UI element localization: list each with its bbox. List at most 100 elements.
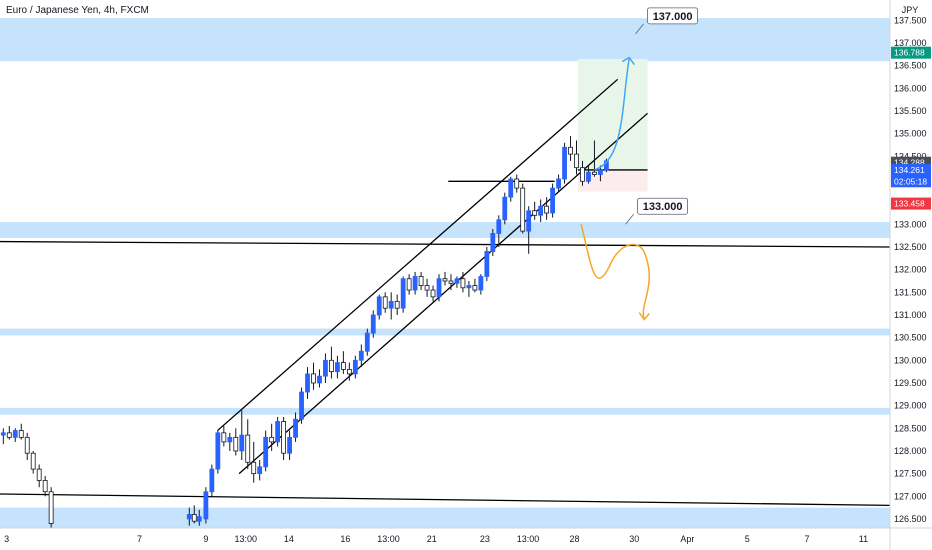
- y-tick-label: 126.500: [894, 514, 927, 524]
- trendline: [0, 493, 891, 506]
- callout-label: 133.000: [643, 201, 683, 213]
- candle: [317, 369, 322, 388]
- candle: [233, 428, 239, 456]
- candle-body: [340, 362, 346, 370]
- candle: [538, 199, 544, 223]
- candle-body: [562, 146, 567, 180]
- x-tick-label: 16: [340, 534, 350, 544]
- candle-body: [311, 373, 316, 384]
- candle: [562, 142, 567, 184]
- candle: [598, 165, 603, 182]
- candle-body: [293, 418, 298, 438]
- candle-body: [544, 205, 550, 214]
- x-tick-label: 7: [804, 534, 809, 544]
- candle-body: [598, 169, 603, 175]
- y-tick-label: 136.000: [894, 83, 927, 93]
- y-tick-label: 128.500: [894, 423, 927, 433]
- candle: [24, 432, 30, 461]
- sr-zone: [0, 222, 890, 238]
- candle-body: [550, 187, 555, 214]
- x-tick-label: 28: [570, 534, 580, 544]
- time-axis[interactable]: 3 7 9 13:00 14 16 13:00 21 23 13:00 28 30 Apr 5 7 11: [4, 534, 868, 544]
- candle: [12, 428, 18, 442]
- arrows-layer: [580, 56, 650, 321]
- x-tick-label: 13:00: [517, 534, 540, 544]
- candle-body: [526, 210, 532, 232]
- candle: [424, 278, 430, 297]
- candle: [592, 140, 597, 177]
- candle-body: [215, 432, 221, 470]
- candle: [323, 353, 328, 383]
- candle-body: [251, 461, 257, 475]
- candle-body: [514, 178, 520, 189]
- x-tick-label: 30: [629, 534, 639, 544]
- candle-body: [502, 196, 508, 221]
- candle: [550, 183, 555, 218]
- candle-body: [400, 278, 406, 309]
- candle-body: [281, 421, 287, 454]
- candle-body: [364, 332, 370, 352]
- candle: [263, 430, 269, 472]
- price-axis[interactable]: 137.500 137.000 136.500 136.000 135.500 135.0…: [894, 15, 927, 524]
- candle: [335, 355, 340, 379]
- candle: [352, 355, 358, 379]
- callouts-layer: 137.000 133.000: [625, 7, 698, 225]
- candle: [370, 310, 376, 338]
- candle-body: [0, 432, 6, 436]
- price-tag: 134.261: [891, 163, 931, 176]
- candle-body: [335, 362, 340, 373]
- candle: [36, 464, 42, 488]
- candle-body: [275, 421, 281, 443]
- callout-pointer: [635, 23, 644, 35]
- x-tick-label: 13:00: [377, 534, 400, 544]
- candle: [221, 426, 227, 447]
- x-tick-label: 23: [480, 534, 490, 544]
- candle: [508, 176, 514, 202]
- candle-body: [370, 314, 376, 334]
- candle-body: [6, 432, 12, 438]
- candle-body: [245, 434, 251, 463]
- x-tick-label: Apr: [680, 534, 694, 544]
- candle: [442, 271, 448, 286]
- candle-body: [42, 480, 48, 493]
- candle: [293, 412, 298, 442]
- candle-body: [12, 430, 18, 438]
- y-tick-label: 132.500: [894, 242, 927, 252]
- candle-body: [346, 368, 352, 375]
- candle-body: [496, 219, 502, 234]
- candle: [30, 450, 36, 474]
- candle: [209, 464, 215, 497]
- candle: [275, 416, 281, 447]
- price-tag-bg: [891, 46, 931, 59]
- y-tick-label: 137.000: [894, 38, 927, 48]
- sr-zone: [0, 18, 890, 62]
- candle: [42, 475, 48, 497]
- candle-body: [323, 359, 328, 377]
- candle-body: [424, 285, 430, 291]
- candle-body: [448, 280, 454, 284]
- currency-label[interactable]: JPY: [902, 5, 919, 15]
- trendline: [0, 240, 891, 248]
- sr-zone: [0, 328, 890, 336]
- arrow-up-path: [594, 57, 631, 171]
- price-tag-label: 133.458: [894, 199, 925, 209]
- candle: [203, 487, 209, 524]
- candle: [191, 505, 197, 524]
- candle-body: [299, 391, 304, 420]
- price-tag-bg: [891, 163, 931, 176]
- candle-body: [466, 285, 472, 289]
- price-tag-label: 134.288: [894, 158, 925, 168]
- candle-body: [221, 432, 227, 443]
- y-tick-label: 130.000: [894, 355, 927, 365]
- y-tick-label: 135.500: [894, 106, 927, 116]
- arrow-down-head: [638, 312, 650, 321]
- candle-body: [418, 276, 424, 286]
- x-tick-label: 3: [4, 534, 9, 544]
- y-tick-label: 129.500: [894, 378, 927, 388]
- candle-body: [490, 233, 496, 252]
- candle-body: [508, 178, 514, 198]
- candle: [299, 387, 304, 424]
- candle: [484, 247, 490, 281]
- candle: [6, 426, 12, 440]
